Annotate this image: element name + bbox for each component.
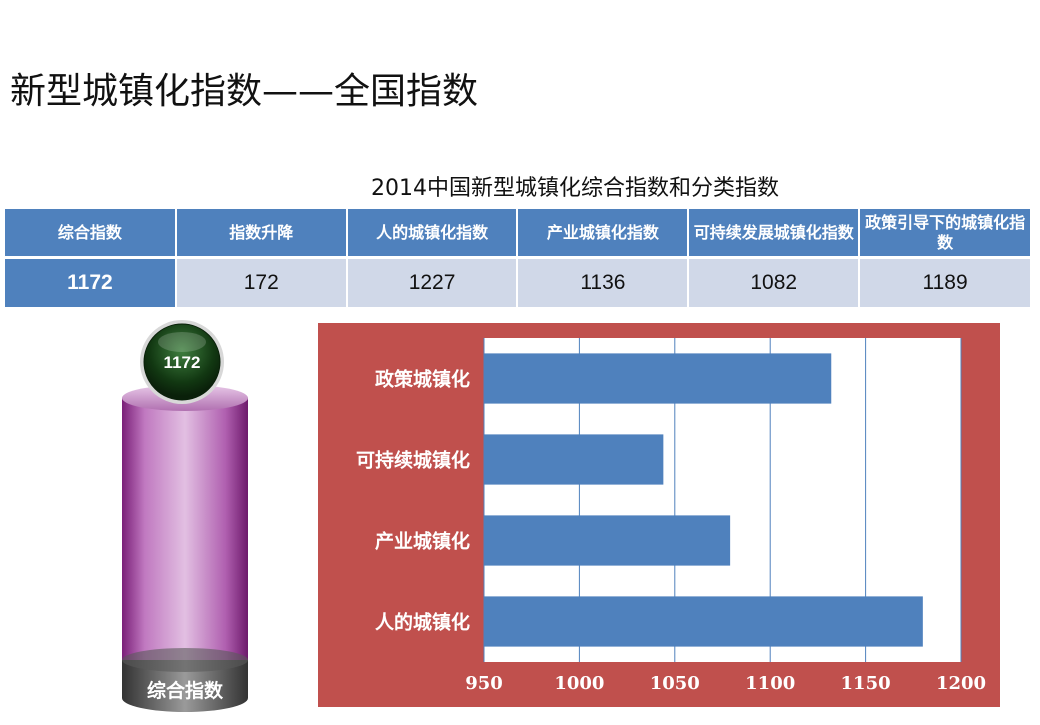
- x-tick-label: 1000: [554, 673, 604, 694]
- badge-value: 1172: [164, 353, 201, 372]
- category-label: 产业城镇化: [375, 530, 470, 553]
- index-table: 综合指数 指数升降 人的城镇化指数 产业城镇化指数 可持续发展城镇化指数 政策引…: [5, 209, 1030, 307]
- table-title: 2014中国新型城镇化综合指数和分类指数: [371, 176, 779, 201]
- bar-0: [484, 353, 832, 404]
- value-industry-urbanization: 1136: [517, 257, 690, 307]
- cylinder-base: [122, 658, 248, 712]
- category-label: 可持续城镇化: [356, 449, 470, 472]
- value-policy-urbanization: 1189: [859, 257, 1030, 307]
- page-title: 新型城镇化指数——全国指数: [10, 71, 479, 112]
- x-tick-label: 1150: [841, 673, 891, 694]
- category-label: 人的城镇化: [375, 611, 470, 634]
- x-tick-label: 1100: [745, 673, 795, 694]
- value-people-urbanization: 1227: [346, 257, 519, 307]
- value-sustainable-urbanization: 1082: [688, 257, 861, 307]
- base-label: 综合指数: [147, 679, 224, 702]
- cylinder-graphic: 1172 综合指数: [110, 320, 260, 720]
- table-row: 1172 172 1227 1136 1082 1189: [5, 257, 1030, 307]
- bar-3: [484, 596, 923, 647]
- table-header-row: 综合指数 指数升降 人的城镇化指数 产业城镇化指数 可持续发展城镇化指数 政策引…: [5, 209, 1030, 259]
- header-composite-index: 综合指数: [5, 209, 177, 259]
- value-index-change: 172: [175, 257, 348, 307]
- header-sustainable-urbanization: 可持续发展城镇化指数: [688, 209, 861, 259]
- header-people-urbanization: 人的城镇化指数: [346, 209, 519, 259]
- value-composite-index: 1172: [5, 257, 177, 307]
- category-label: 政策城镇化: [375, 368, 470, 391]
- x-tick-label: 1200: [936, 673, 986, 694]
- header-index-change: 指数升降: [175, 209, 348, 259]
- bar-1: [484, 434, 664, 485]
- header-industry-urbanization: 产业城镇化指数: [517, 209, 690, 259]
- value-badge: [143, 323, 221, 401]
- bar-chart: 950 1000 1050 1100 1150 1200 政策城镇化可持续城镇化产业城镇化人…: [356, 338, 986, 694]
- header-policy-urbanization: 政策引导下的城镇化指数: [859, 209, 1030, 259]
- cylinder-body: [122, 398, 248, 660]
- x-tick-label: 950: [465, 673, 503, 694]
- bar-chart-panel: 950 1000 1050 1100 1150 1200 政策城镇化可持续城镇化产业城镇化人…: [318, 323, 1000, 707]
- bar-2: [484, 515, 731, 566]
- x-tick-label: 1050: [650, 673, 700, 694]
